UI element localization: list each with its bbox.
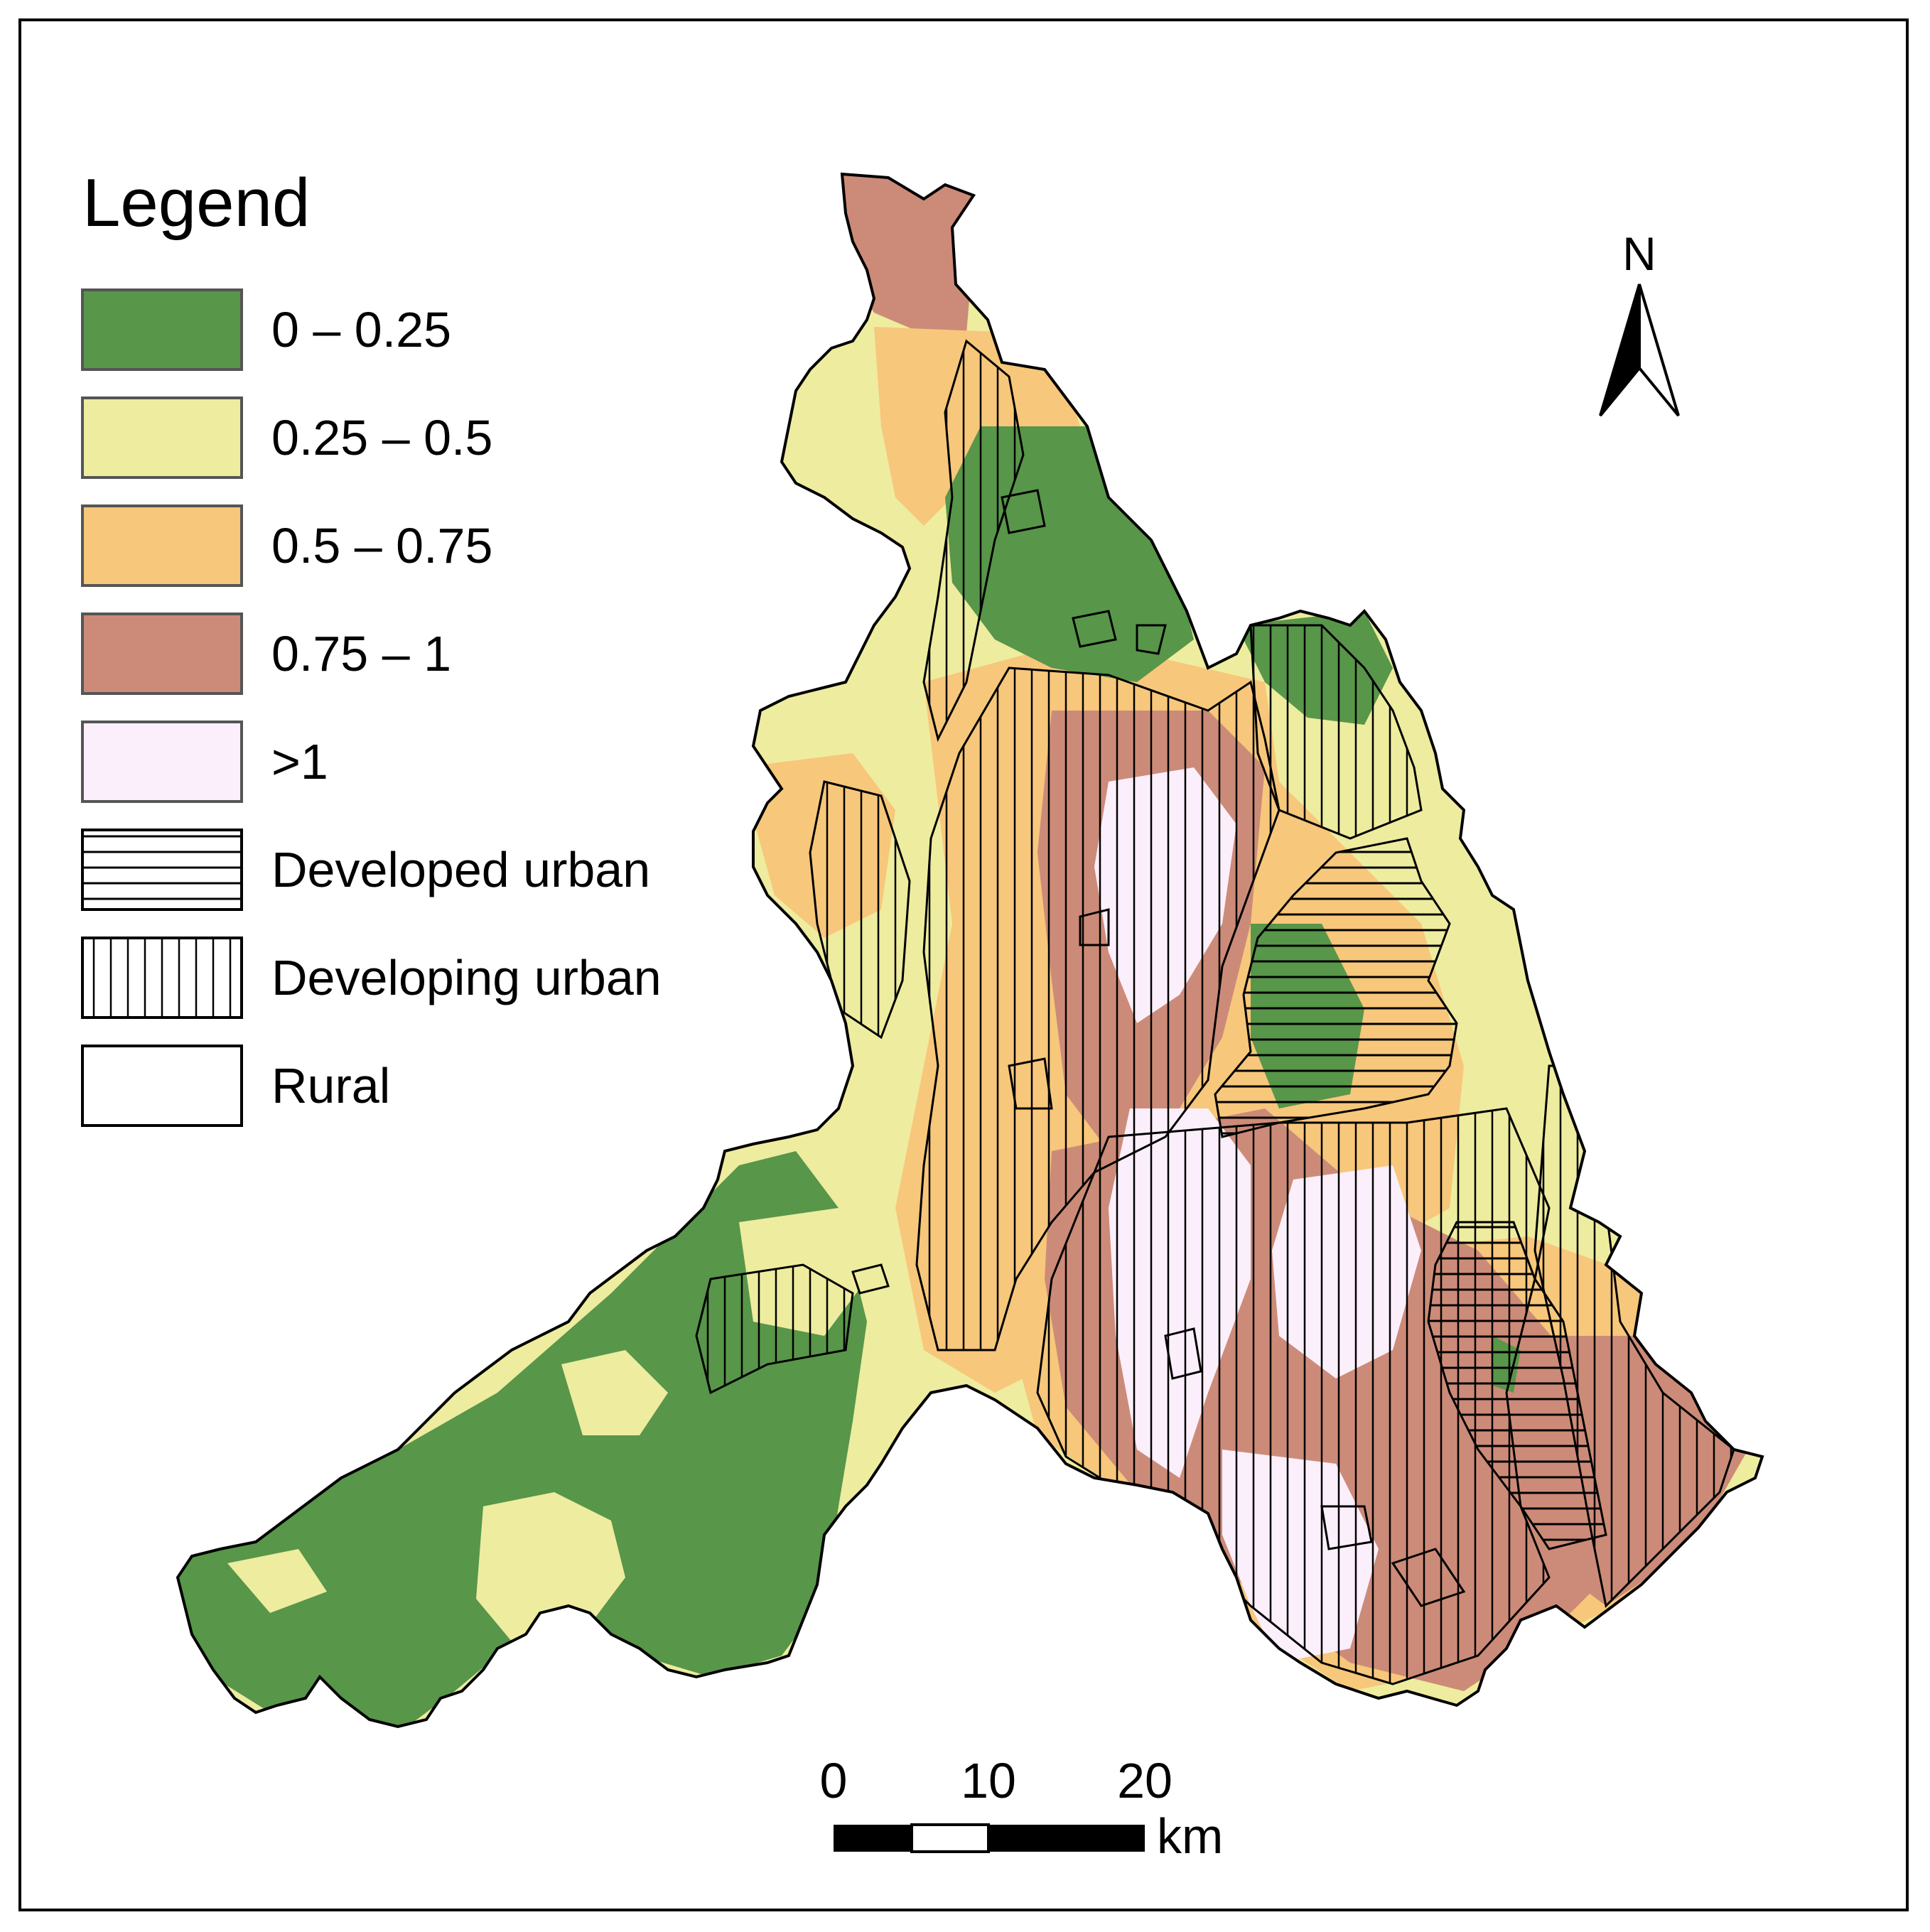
rural-polygon-6 bbox=[1320, 1505, 1373, 1550]
legend-label-4: >1 bbox=[271, 734, 328, 789]
zone-yellow-blob-4 bbox=[227, 1549, 327, 1613]
legend-label-7: Rural bbox=[271, 1058, 390, 1113]
legend-label-3: 0.75 – 1 bbox=[271, 626, 451, 681]
rural-polygon-9 bbox=[1391, 1548, 1466, 1607]
legend: Legend 0 – 0.25 0.25 – 0.5 0.5 – 0.75 0.75 … bbox=[81, 165, 662, 1127]
rural-polygon-3 bbox=[1136, 624, 1167, 655]
scale-tick-20: 20 bbox=[1117, 1753, 1172, 1808]
developed-urban-east bbox=[1214, 837, 1458, 1138]
rural-polygon-2 bbox=[1072, 610, 1117, 648]
legend-label-6: Developing urban bbox=[271, 950, 662, 1005]
legend-label-0: 0 – 0.25 bbox=[271, 302, 451, 357]
developing-urban-northeast bbox=[1249, 624, 1423, 840]
legend-title: Legend bbox=[82, 165, 310, 241]
legend-swatch-pattern-5 bbox=[81, 829, 243, 911]
study-area-map bbox=[176, 173, 1764, 1728]
developing-urban-west bbox=[809, 780, 911, 1040]
scale-segment-2 bbox=[910, 1823, 990, 1853]
zone-green-southwest bbox=[178, 1151, 867, 1727]
north-arrow-light-half bbox=[1638, 284, 1680, 417]
north-arrow-icon: N bbox=[1599, 227, 1680, 417]
developing-urban-southwest bbox=[695, 1263, 854, 1395]
scale-unit: km bbox=[1157, 1808, 1223, 1864]
legend-items: 0 – 0.25 0.25 – 0.5 0.5 – 0.75 0.75 – 1 >1 De… bbox=[81, 288, 662, 1127]
scale-tick-0: 0 bbox=[820, 1753, 848, 1808]
legend-label-2: 0.5 – 0.75 bbox=[271, 518, 492, 573]
scale-tick-10: 10 bbox=[961, 1753, 1016, 1808]
scale-segment-1 bbox=[834, 1825, 912, 1852]
legend-swatch-7 bbox=[81, 1045, 243, 1127]
legend-swatch-3 bbox=[81, 612, 243, 695]
legend-swatch-2 bbox=[81, 504, 243, 587]
zone-yellow-blob-1 bbox=[476, 1492, 625, 1641]
rural-polygon-8 bbox=[1008, 1057, 1053, 1110]
legend-swatch-pattern-6 bbox=[81, 937, 243, 1019]
legend-swatch-0 bbox=[81, 288, 243, 371]
rural-polygon-5 bbox=[1164, 1327, 1202, 1380]
scale-segment-3 bbox=[988, 1825, 1145, 1852]
rural-polygon-4 bbox=[1079, 908, 1110, 946]
zone-yellow-blob-2 bbox=[561, 1350, 668, 1435]
rural-polygon-7 bbox=[851, 1263, 890, 1295]
developing-urban-south bbox=[1036, 1107, 1551, 1685]
legend-swatch-1 bbox=[81, 396, 243, 479]
north-label: N bbox=[1622, 227, 1656, 280]
rural-polygon-1 bbox=[1001, 489, 1046, 534]
scale-bar: 0 10 20 km bbox=[820, 1753, 1224, 1864]
legend-swatch-4 bbox=[81, 721, 243, 803]
developing-urban-north bbox=[922, 339, 1025, 743]
legend-label-5: Developed urban bbox=[271, 842, 650, 897]
legend-label-1: 0.25 – 0.5 bbox=[271, 410, 492, 465]
